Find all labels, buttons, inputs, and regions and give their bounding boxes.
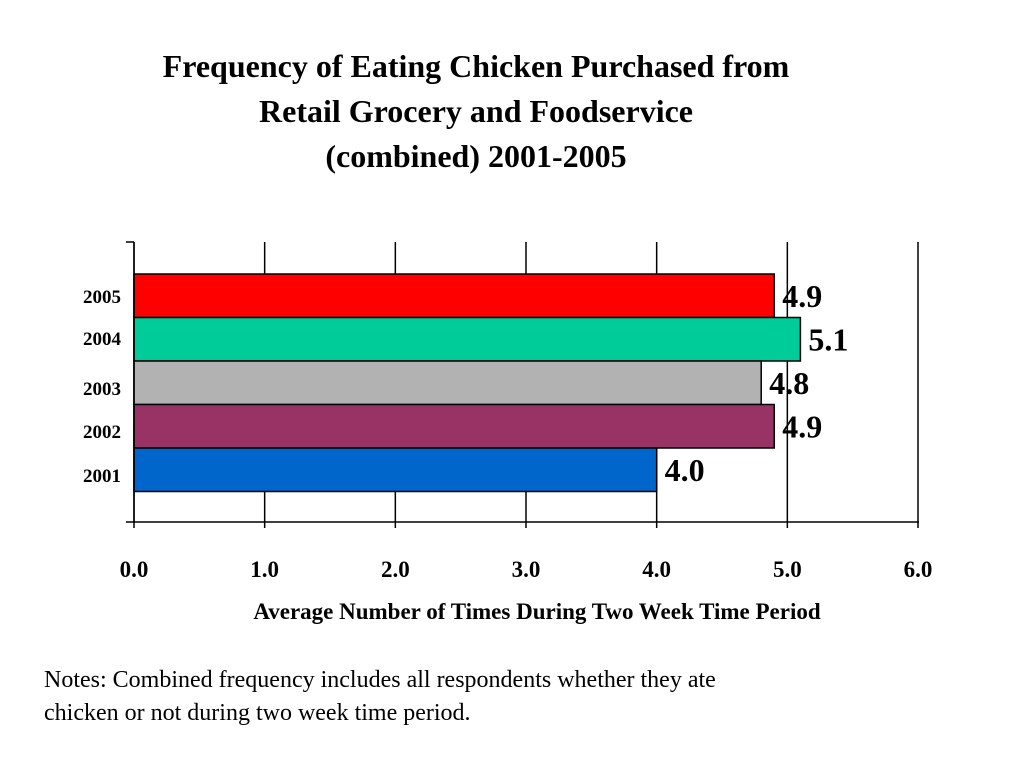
value-label: 5.1 (808, 322, 848, 358)
value-label: 4.8 (769, 365, 809, 401)
category-labels: 2005 2004 2003 2002 2001 (83, 287, 122, 487)
x-tick-label: 4.0 (642, 557, 671, 582)
bars (133, 273, 802, 493)
x-tick-label: 5.0 (773, 557, 802, 582)
x-tick-label: 0.0 (120, 557, 149, 582)
value-label: 4.9 (782, 278, 822, 314)
chart-title-line: Frequency of Eating Chicken Purchased fr… (162, 48, 790, 84)
value-label: 4.0 (665, 452, 705, 488)
x-axis-label: Average Number of Times During Two Week … (253, 599, 821, 624)
x-tick-label: 2.0 (381, 557, 410, 582)
x-tick-label: 3.0 (512, 557, 541, 582)
notes-line: Notes: Combined frequency includes all r… (44, 667, 716, 693)
category-label: 2002 (83, 422, 121, 443)
bar-2001 (133, 447, 658, 493)
category-label: 2003 (83, 379, 121, 400)
value-label: 4.9 (782, 409, 822, 445)
bar-2003 (133, 360, 762, 406)
x-tick-label: 6.0 (904, 557, 933, 582)
x-tick-label: 1.0 (250, 557, 279, 582)
chart-title: Frequency of Eating Chicken Purchased fr… (0, 44, 952, 179)
bar-2005 (133, 273, 776, 319)
chart-title-line: (combined) 2001-2005 (325, 138, 627, 174)
chart-notes: Notes: Combined frequency includes all r… (44, 664, 944, 730)
axes (126, 241, 919, 528)
chart-title-line: Retail Grocery and Foodservice (259, 93, 693, 129)
category-label: 2005 (83, 287, 121, 308)
x-tick-labels: 0.0 1.0 2.0 3.0 4.0 5.0 6.0 (120, 557, 933, 582)
bar-2002 (133, 403, 776, 449)
notes-line: chicken or not during two week time peri… (44, 700, 471, 726)
category-label: 2001 (83, 466, 121, 487)
category-label: 2004 (83, 329, 122, 350)
bar-2004 (133, 316, 802, 362)
value-labels: 4.9 5.1 4.8 4.9 4.0 (665, 278, 849, 488)
